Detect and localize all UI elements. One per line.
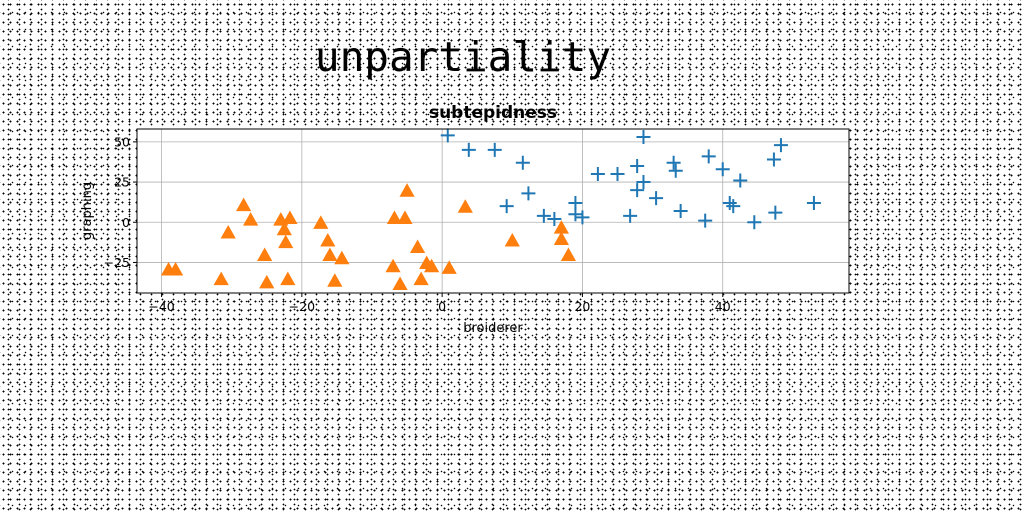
series-0-point — [649, 191, 664, 206]
series-0-point — [623, 208, 638, 223]
series-0-point — [701, 149, 716, 164]
series-1-point — [257, 247, 273, 262]
series-0-point — [575, 210, 590, 225]
series-0-point — [668, 163, 683, 178]
series-0-point — [806, 195, 821, 210]
scatter-points — [160, 128, 821, 290]
series-0-point — [773, 138, 788, 153]
series-1-point — [504, 233, 520, 247]
series-1-point — [320, 233, 336, 247]
series-0-point — [666, 155, 681, 170]
x-tick-label: 40 — [715, 299, 731, 314]
y-tick-label: 50 — [114, 134, 130, 149]
axis-ticks: −40 −20 0 20 40 −25 0 25 50 — [104, 134, 731, 314]
series-1-point — [457, 199, 473, 213]
series-0-point — [630, 183, 645, 198]
series-1-point — [386, 210, 403, 225]
plot-frame — [136, 128, 850, 294]
series-0-point — [440, 128, 455, 143]
chart-title: subtepidness — [429, 103, 557, 123]
series-0-point — [766, 152, 781, 167]
x-tick-label: 20 — [574, 299, 590, 314]
series-0-point — [715, 162, 730, 177]
series-0-point — [487, 142, 502, 157]
grid-lines — [137, 129, 849, 293]
series-1-point — [259, 274, 275, 289]
series-0-point — [590, 167, 605, 182]
series-1-point — [167, 261, 184, 276]
series-0-point — [673, 204, 688, 218]
series-1-point — [278, 234, 294, 249]
series-1-point — [236, 197, 252, 212]
series-0-point — [499, 199, 514, 214]
series-1-point — [397, 210, 413, 225]
series-1-point — [413, 271, 429, 286]
series-1-point — [327, 273, 343, 287]
series-1-point — [322, 247, 338, 262]
series-1-point — [399, 183, 415, 197]
series-1-point — [282, 210, 298, 225]
series-1-point — [334, 250, 350, 265]
series-0-point — [726, 199, 741, 214]
series-0-point — [630, 158, 645, 173]
series-0-point — [515, 155, 530, 170]
plot-area — [137, 129, 849, 293]
series-0-point — [636, 130, 651, 145]
x-tick-label: −20 — [289, 299, 315, 314]
series-0-point — [733, 173, 748, 188]
series-1-point — [276, 221, 292, 236]
figure-suptitle: unpartiality — [315, 33, 611, 81]
series-1-point — [560, 247, 577, 262]
series-0-point — [461, 142, 476, 157]
x-tick-label: −40 — [148, 299, 174, 314]
series-0-point — [521, 186, 536, 201]
y-tick-label: 25 — [114, 175, 130, 190]
series-0-point — [536, 208, 551, 223]
series-1-point — [424, 258, 440, 273]
x-axis-label: broiderer — [463, 321, 523, 336]
y-axis-label: graphing — [80, 182, 95, 240]
y-tick-label: 0 — [122, 215, 130, 230]
series-1-point — [213, 271, 229, 286]
series-1-point — [409, 239, 426, 253]
series-0-point — [747, 215, 762, 230]
y-tick-label: −25 — [104, 255, 130, 270]
series-1-point — [392, 276, 408, 290]
series-0-point — [768, 205, 783, 220]
series-0-point — [547, 212, 562, 227]
series-1-point — [313, 215, 329, 229]
series-1-point — [441, 260, 457, 274]
series-0-point — [610, 167, 625, 182]
series-0-point — [636, 175, 651, 190]
series-0-point — [568, 195, 583, 210]
series-0-point — [698, 213, 713, 228]
series-1-point — [385, 258, 401, 273]
series-1-point — [243, 212, 259, 226]
series-1-point — [553, 231, 569, 245]
series-1-point — [220, 224, 236, 239]
series-1-point — [280, 271, 296, 286]
series-0-point — [722, 195, 737, 210]
x-tick-label: 0 — [438, 299, 446, 314]
